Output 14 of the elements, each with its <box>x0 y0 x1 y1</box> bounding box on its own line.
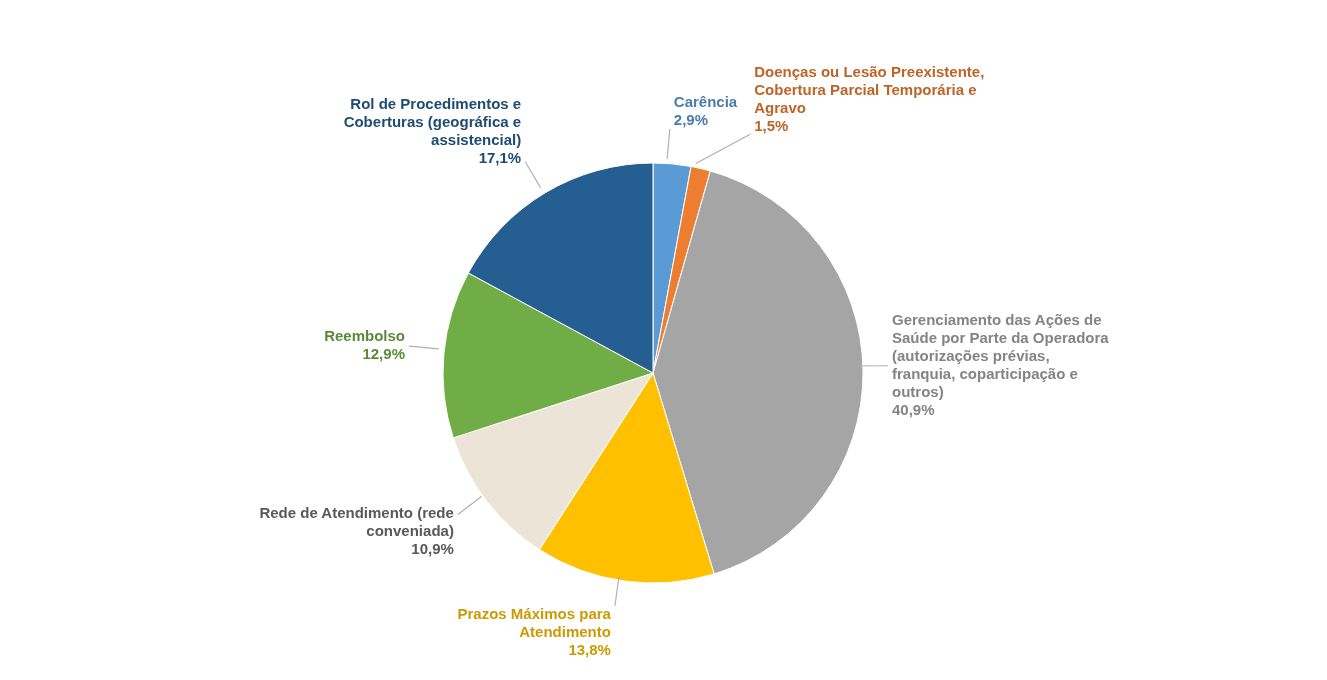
slice-label: Rede de Atendimento (rede conveniada) <box>259 503 454 539</box>
slice-label: Carência <box>673 93 738 111</box>
data-label: 13,8% <box>568 641 611 659</box>
slice-label: Doenças ou Lesão Preexistente, Cobertura Parcial Temporária e Agravo <box>754 63 985 117</box>
data-label: 12,9% <box>362 344 405 362</box>
slice-label: Reembolso <box>324 326 405 344</box>
data-label: 17,1% <box>478 148 522 166</box>
slice-label: Gerenciamento das Ações de Saúde por Parte da Operadora (autorizações prévias, franquia, coparticipação e outros) <box>891 311 1110 401</box>
data-label: 2,9% <box>673 111 709 129</box>
slice-label: Rol de Procedimentos e Coberturas (geográfica e assistencial) <box>343 94 522 148</box>
data-label: 40,9% <box>891 401 935 419</box>
slice-label: Prazos Máximos para Atendimento <box>457 605 612 641</box>
data-label: 10,9% <box>411 539 454 557</box>
data-label: 1,5% <box>754 117 789 135</box>
